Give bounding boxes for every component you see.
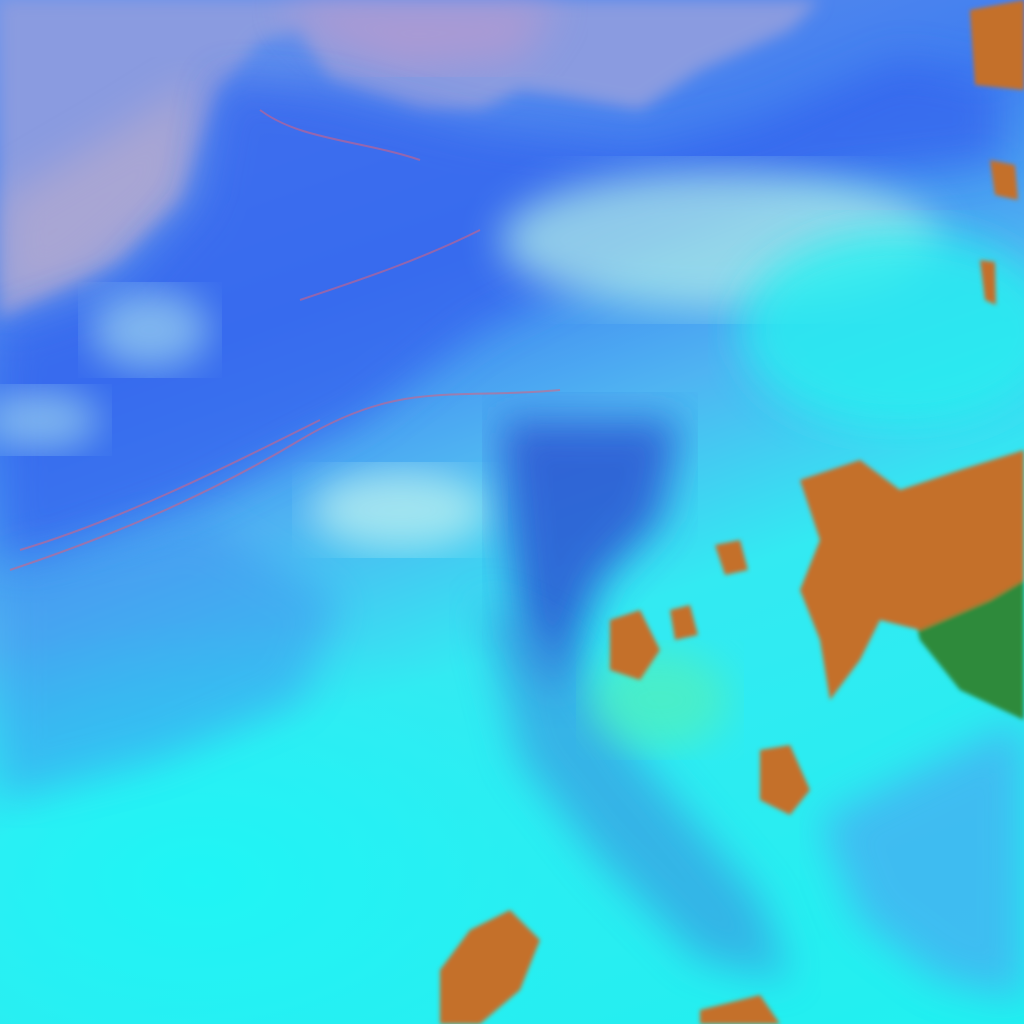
ridge-lines bbox=[9, 109, 561, 571]
pale-cloud bbox=[310, 470, 490, 550]
blue-cloud-left bbox=[0, 520, 340, 800]
high-cloud-cluster bbox=[440, 0, 1024, 1024]
pale-cloud bbox=[0, 390, 100, 450]
dark-cloud-streak bbox=[480, 600, 790, 980]
blue-cloud-lower-right bbox=[820, 720, 1024, 1000]
sea-region bbox=[0, 0, 820, 320]
sea-haze-pink bbox=[280, 0, 560, 70]
dark-cloud-streak bbox=[500, 420, 680, 700]
sea-haze-pale bbox=[0, 80, 200, 310]
pale-cloud bbox=[90, 290, 210, 370]
cyan-cloud bbox=[740, 230, 1024, 430]
